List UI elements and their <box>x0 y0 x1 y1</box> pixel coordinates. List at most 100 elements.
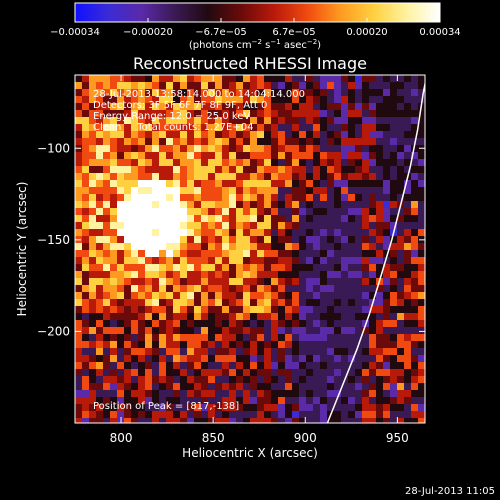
heatmap-cell <box>243 376 251 384</box>
heatmap-cell <box>131 110 139 118</box>
heatmap-cell <box>131 145 139 153</box>
heatmap-cell <box>201 313 209 321</box>
heatmap-cell <box>159 215 167 223</box>
heatmap-cell <box>355 299 363 307</box>
heatmap-cell <box>411 222 419 230</box>
heatmap-cell <box>194 418 202 423</box>
heatmap-cell <box>376 152 384 160</box>
heatmap-cell <box>117 124 125 132</box>
heatmap-cell <box>250 376 258 384</box>
timestamp: 28-Jul-2013 11:05 <box>405 486 495 497</box>
heatmap-cell <box>369 306 377 314</box>
heatmap-cell <box>250 264 258 272</box>
heatmap-cell <box>390 243 398 251</box>
heatmap-cell <box>411 383 419 391</box>
heatmap-cell <box>327 264 335 272</box>
heatmap-cell <box>376 110 384 118</box>
heatmap-cell <box>313 166 321 174</box>
heatmap-cell <box>390 299 398 307</box>
heatmap-cell <box>320 320 328 328</box>
heatmap-cell <box>271 236 279 244</box>
heatmap-cell <box>390 82 398 90</box>
colorbar-tick-label: 0.00034 <box>419 27 460 38</box>
heatmap-cell <box>362 299 370 307</box>
heatmap-cell <box>152 362 160 370</box>
heatmap-cell <box>320 397 328 405</box>
heatmap-cell <box>236 201 244 209</box>
heatmap-cell <box>271 75 279 83</box>
heatmap-cell <box>397 411 405 419</box>
heatmap-cell <box>257 362 265 370</box>
heatmap-cell <box>278 89 286 97</box>
heatmap-cell <box>124 82 132 90</box>
heatmap-cell <box>334 264 342 272</box>
heatmap-cell <box>418 159 425 167</box>
heatmap-cell <box>327 145 335 153</box>
heatmap-cell <box>271 180 279 188</box>
heatmap-cell <box>159 173 167 181</box>
heatmap-cell <box>173 194 181 202</box>
heatmap-cell <box>320 201 328 209</box>
heatmap-cell <box>138 96 146 104</box>
heatmap-cell <box>187 124 195 132</box>
heatmap-cell <box>243 264 251 272</box>
heatmap-cell <box>355 187 363 195</box>
heatmap-cell <box>138 376 146 384</box>
heatmap-cell <box>369 292 377 300</box>
heatmap-cell <box>257 208 265 216</box>
heatmap-cell <box>271 418 279 423</box>
heatmap-cell <box>194 306 202 314</box>
heatmap-cell <box>383 411 391 419</box>
heatmap-cell <box>250 278 258 286</box>
heatmap-cell <box>341 215 349 223</box>
heatmap-cell <box>390 292 398 300</box>
heatmap-cell <box>159 369 167 377</box>
x-tick-label: 800 <box>110 431 133 445</box>
heatmap-cell <box>404 306 412 314</box>
heatmap-cell <box>257 215 265 223</box>
heatmap-cell <box>229 152 237 160</box>
heatmap-cell <box>138 145 146 153</box>
heatmap-cell <box>369 222 377 230</box>
heatmap-cell <box>334 376 342 384</box>
heatmap-cell <box>418 341 425 349</box>
heatmap-cell <box>117 320 125 328</box>
heatmap-cell <box>341 124 349 132</box>
heatmap-cell <box>229 362 237 370</box>
heatmap-cell <box>222 152 230 160</box>
heatmap-cell <box>418 201 425 209</box>
heatmap-cell <box>215 411 223 419</box>
heatmap-cell <box>222 383 230 391</box>
heatmap-cell <box>89 124 97 132</box>
heatmap-cell <box>390 411 398 419</box>
heatmap-cell <box>180 173 188 181</box>
heatmap-cell <box>418 404 425 412</box>
heatmap-cell <box>376 250 384 258</box>
heatmap-cell <box>404 383 412 391</box>
heatmap-cell <box>117 89 125 97</box>
heatmap-cell <box>201 278 209 286</box>
heatmap-cell <box>243 341 251 349</box>
heatmap-cell <box>418 124 425 132</box>
heatmap-cell <box>89 278 97 286</box>
heatmap-cell <box>89 369 97 377</box>
heatmap-cell <box>89 292 97 300</box>
heatmap-cell <box>292 194 300 202</box>
heatmap-cell <box>404 145 412 153</box>
heatmap-cell <box>397 271 405 279</box>
heatmap-cell <box>313 250 321 258</box>
heatmap-cell <box>285 313 293 321</box>
heatmap-cell <box>201 264 209 272</box>
heatmap-cell <box>299 89 307 97</box>
heatmap-cell <box>285 229 293 237</box>
heatmap-cell <box>243 243 251 251</box>
heatmap-cell <box>138 383 146 391</box>
heatmap-cell <box>117 404 125 412</box>
heatmap-cell <box>82 201 90 209</box>
heatmap-cell <box>152 292 160 300</box>
heatmap-cell <box>236 313 244 321</box>
heatmap-cell <box>264 117 272 125</box>
heatmap-cell <box>327 82 335 90</box>
heatmap-cell <box>292 285 300 293</box>
heatmap-cell <box>397 215 405 223</box>
